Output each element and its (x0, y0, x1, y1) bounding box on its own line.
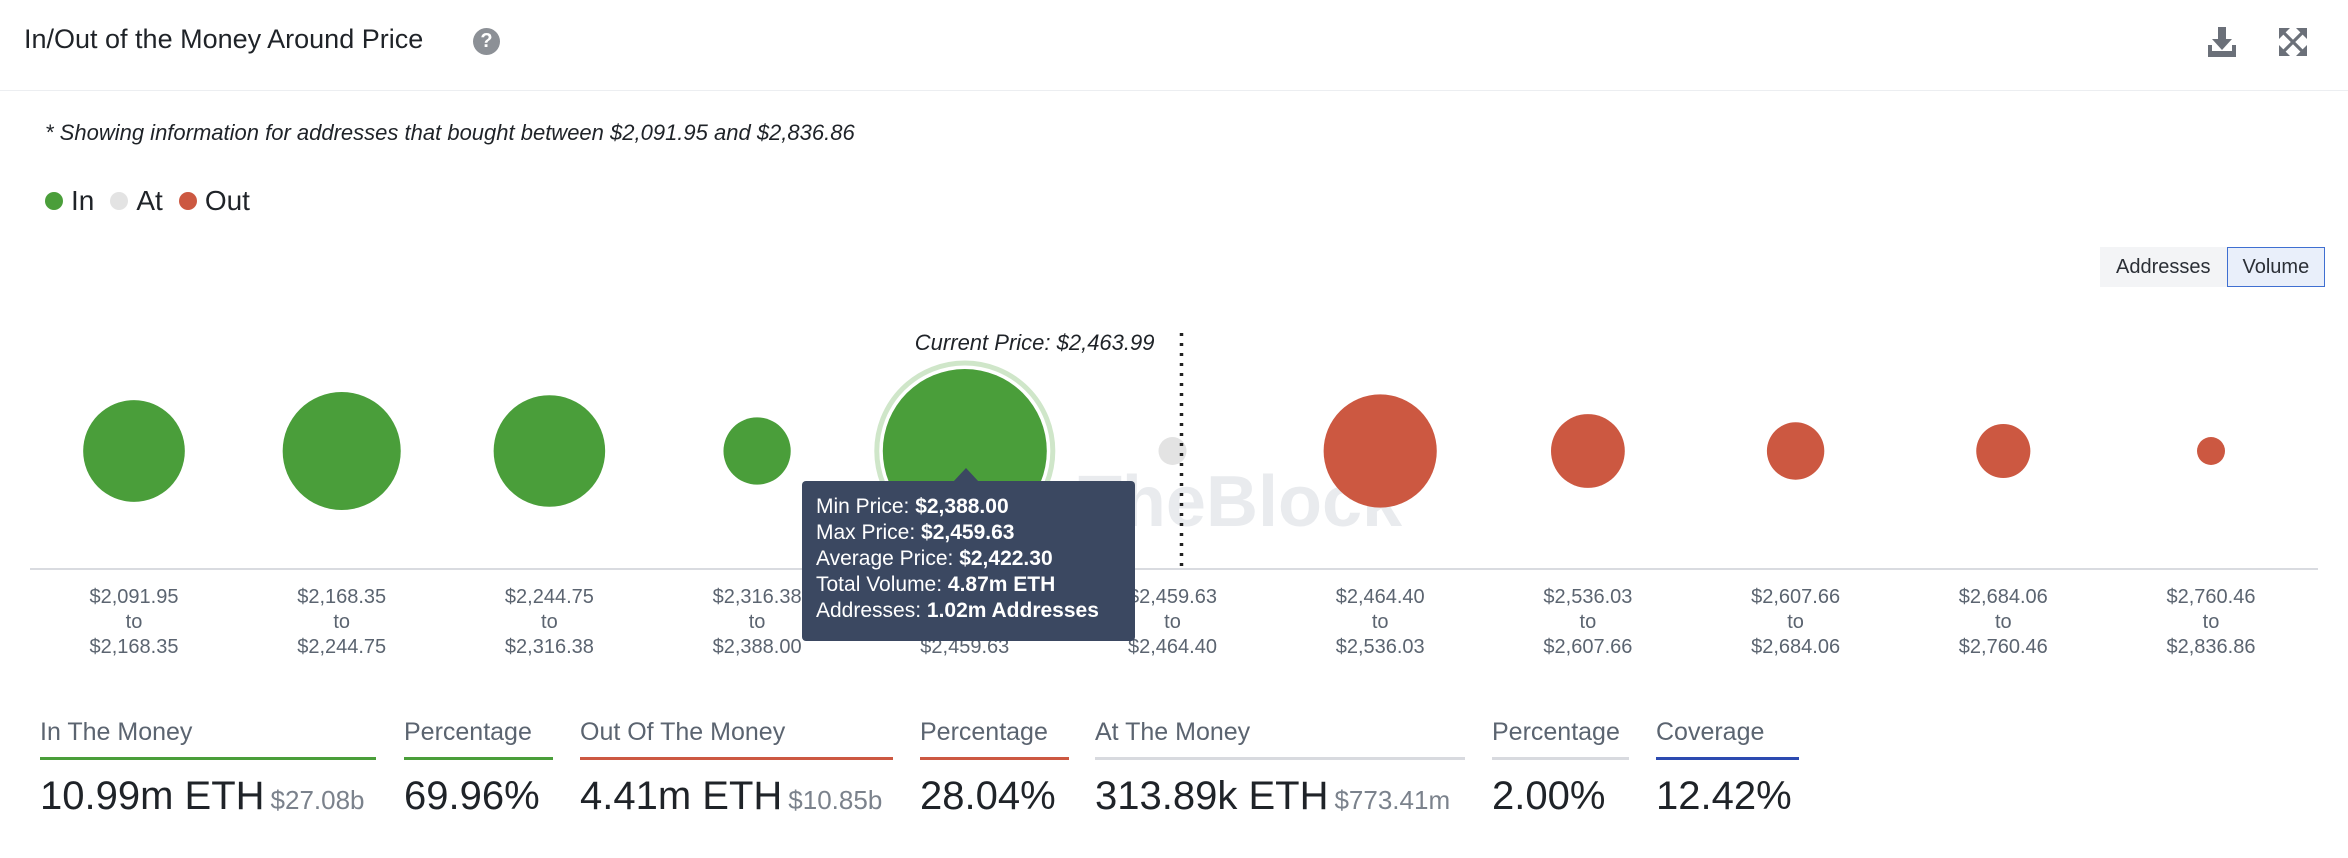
expand-icon[interactable] (2275, 24, 2311, 60)
stat-value: 12.42% (1656, 774, 1792, 818)
stat-label: Coverage (1656, 718, 1799, 760)
stat-value: 28.04% (920, 774, 1056, 818)
tick-from: $2,091.95 (90, 586, 179, 608)
tick-from: $2,607.66 (1751, 586, 1840, 608)
bubble-out (1976, 423, 2031, 479)
stat-percentage: Percentage 69.96% (404, 718, 553, 819)
tick-to-word: to (541, 611, 558, 633)
bubble-out (2197, 437, 2225, 465)
stat-label: Percentage (404, 718, 553, 760)
tick-to-word: to (749, 611, 766, 633)
tick-to-word: to (1995, 611, 2012, 633)
bubble-in (282, 391, 401, 511)
legend-dot-icon (45, 192, 63, 210)
toggle-volume-button[interactable]: Volume (2226, 247, 2326, 287)
stat-label: Percentage (1492, 718, 1629, 760)
tick-to: $2,836.86 (2167, 636, 2256, 658)
tick-from: $2,464.40 (1336, 586, 1425, 608)
legend-label: Out (204, 185, 250, 216)
stat-value: 69.96% (404, 774, 540, 818)
tick-to-word: to (1580, 611, 1597, 633)
tick-from: $2,536.03 (1543, 586, 1632, 608)
stat-value: 313.89k ETH (1095, 774, 1329, 818)
legend-dot-icon (178, 192, 197, 210)
stat-value-wrap: 2.00% (1492, 774, 1629, 819)
toggle-addresses-button[interactable]: Addresses (2100, 247, 2227, 287)
tick-to-word: to (1164, 611, 1181, 633)
tick-from: $2,760.46 (2167, 586, 2256, 608)
stat-value-wrap: 313.89k ETH $773.41m (1095, 774, 1465, 819)
legend-item-at[interactable]: At (110, 185, 163, 217)
stat-value-wrap: 4.41m ETH $10.85b (580, 774, 893, 819)
stat-usd-value: $10.85b (788, 785, 883, 815)
tick-to: $2,536.03 (1336, 636, 1425, 658)
panel-header: In/Out of the Money Around Price ? (0, 0, 2348, 91)
legend-item-out[interactable]: Out (178, 185, 250, 217)
legend-label: At (136, 185, 163, 216)
chart-svg: TheBlock$2,091.95to$2,168.35$2,168.35to$… (30, 330, 2318, 658)
tick-to: $2,388.00 (713, 636, 802, 658)
summary-stats: In The Money 10.99m ETH $27.08b Percentage 6… (0, 718, 2348, 838)
chart-legend: In At Out (45, 185, 266, 217)
tooltip-arrow (953, 468, 979, 482)
legend-item-in[interactable]: In (45, 185, 94, 217)
stat-percentage: Percentage 28.04% (920, 718, 1069, 819)
stat-usd-value: $27.08b (270, 785, 365, 815)
metric-toggle: Addresses Volume (2100, 247, 2326, 287)
bubble-out (1551, 414, 1625, 488)
stat-coverage: Coverage 12.42% (1656, 718, 1799, 819)
stat-value: 2.00% (1492, 774, 1606, 818)
chart-tooltip: Min Price: $2,388.00 Max Price: $2,459.6… (802, 481, 1135, 641)
tick-to-word: to (1372, 611, 1389, 633)
tick-to: $2,684.06 (1751, 636, 1840, 658)
stat-label: In The Money (40, 718, 376, 760)
tick-to: $2,607.66 (1543, 636, 1632, 658)
download-icon[interactable] (2204, 24, 2240, 60)
tick-from: $2,316.38 (713, 586, 802, 608)
tick-from: $2,684.06 (1959, 586, 2048, 608)
tick-to-word: to (2203, 611, 2220, 633)
bubble-in (723, 417, 791, 485)
bubble-out (1766, 422, 1825, 480)
legend-label: In (71, 185, 95, 216)
bubble-at (1158, 437, 1187, 465)
tick-from: $2,459.63 (1128, 586, 1217, 608)
stat-value-wrap: 12.42% (1656, 774, 1799, 819)
stat-percentage: Percentage 2.00% (1492, 718, 1629, 819)
stat-label: Percentage (920, 718, 1069, 760)
range-note: * Showing information for addresses that… (45, 120, 855, 145)
question-circle-icon[interactable]: ? (473, 28, 500, 55)
tick-to: $2,464.40 (1128, 636, 1217, 658)
stat-out-of-the-money: Out Of The Money 4.41m ETH $10.85b (580, 718, 893, 819)
tick-to: $2,316.38 (505, 636, 594, 658)
legend-dot-icon (110, 192, 129, 210)
tick-to: $2,168.35 (90, 636, 179, 658)
tick-to: $2,760.46 (1959, 636, 2048, 658)
current-price-label: Current Price: $2,463.99 (915, 330, 1155, 355)
tick-to-word: to (1787, 611, 1804, 633)
page-title: In/Out of the Money Around Price (24, 24, 424, 54)
tick-from: $2,244.75 (505, 586, 594, 608)
tick-to-word: to (333, 611, 350, 633)
tick-to: $2,244.75 (297, 636, 386, 658)
tick-to-word: to (126, 611, 143, 633)
tick-to: $2,459.63 (920, 636, 1009, 658)
stat-value-wrap: 10.99m ETH $27.08b (40, 774, 376, 819)
stat-value-wrap: 28.04% (920, 774, 1069, 819)
stat-usd-value: $773.41m (1334, 785, 1451, 815)
stat-at-the-money: At The Money 313.89k ETH $773.41m (1095, 718, 1465, 819)
stat-value: 10.99m ETH (40, 774, 265, 818)
bubble-in (493, 395, 606, 507)
stat-value-wrap: 69.96% (404, 774, 553, 819)
stat-label: At The Money (1095, 718, 1465, 760)
stat-label: Out Of The Money (580, 718, 893, 760)
tick-from: $2,168.35 (297, 586, 386, 608)
stat-in-the-money: In The Money 10.99m ETH $27.08b (40, 718, 376, 819)
bubble-in (83, 400, 185, 502)
stat-value: 4.41m ETH (580, 774, 783, 818)
bubble-out (1323, 394, 1437, 508)
